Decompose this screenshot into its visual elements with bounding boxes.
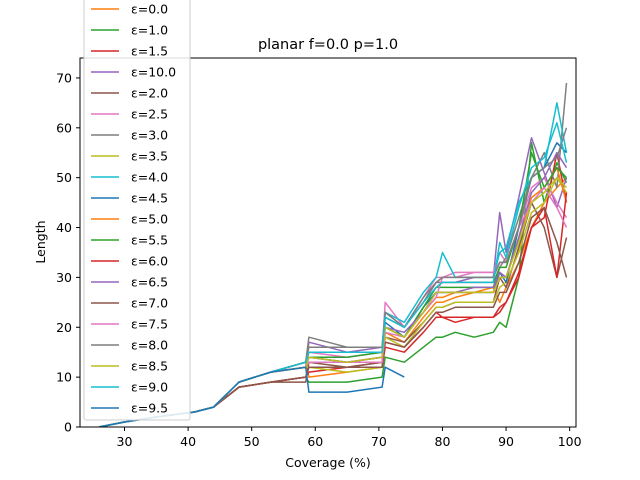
legend-label-17: ε=8.5 [131,359,168,374]
y-tick-label: 10 [56,370,72,385]
x-tick-label: 50 [244,434,260,449]
legend-label-6: ε=3.0 [131,128,168,143]
legend-label-2: ε=1.5 [131,44,168,59]
y-tick-label: 50 [56,170,72,185]
x-tick-label: 40 [180,434,196,449]
x-tick-label: 70 [371,434,387,449]
legend-label-12: ε=6.0 [131,254,168,269]
legend-box [83,0,191,421]
legend-label-8: ε=4.0 [131,170,168,185]
legend-label-1: ε=1.0 [131,23,168,38]
legend-label-19: ε=9.5 [131,401,168,416]
legend-label-4: ε=2.0 [131,86,168,101]
x-axis-label: Coverage (%) [285,455,371,470]
y-tick-label: 70 [56,70,72,85]
y-tick-label: 0 [64,420,72,435]
legend-label-13: ε=6.5 [131,275,168,290]
x-tick-label: 100 [558,434,582,449]
y-tick-label: 20 [56,320,72,335]
legend-label-3: ε=10.0 [131,65,176,80]
legend-label-18: ε=9.0 [131,380,168,395]
x-tick-label: 80 [435,434,451,449]
y-tick-label: 30 [56,270,72,285]
plot-lines [98,82,568,427]
legend-label-0: ε=0.0 [131,2,168,17]
x-axis: 30 40 50 60 70 80 90 100 [117,427,582,449]
y-tick-label: 40 [56,220,72,235]
x-tick-label: 60 [307,434,323,449]
legend: ε=0.0 ε=1.0 ε=1.5 ε=10.0 ε=2.0 ε=2.5 ε=3.0 ε=3.… [83,0,191,421]
y-tick-label: 60 [56,120,72,135]
legend-label-14: ε=7.0 [131,296,168,311]
y-axis: 0 10 20 30 40 50 60 70 [56,70,80,435]
legend-label-16: ε=8.0 [131,338,168,353]
y-axis-label: Length [33,220,48,263]
chart-title: planar f=0.0 p=1.0 [258,37,398,53]
legend-label-7: ε=3.5 [131,149,168,164]
plot-frame [79,57,577,428]
legend-label-9: ε=4.5 [131,191,168,206]
legend-label-10: ε=5.0 [131,212,168,227]
x-tick-label: 30 [117,434,133,449]
legend-label-11: ε=5.5 [131,233,168,248]
legend-label-15: ε=7.5 [131,317,168,332]
x-tick-label: 90 [498,434,514,449]
legend-label-5: ε=2.5 [131,107,168,122]
